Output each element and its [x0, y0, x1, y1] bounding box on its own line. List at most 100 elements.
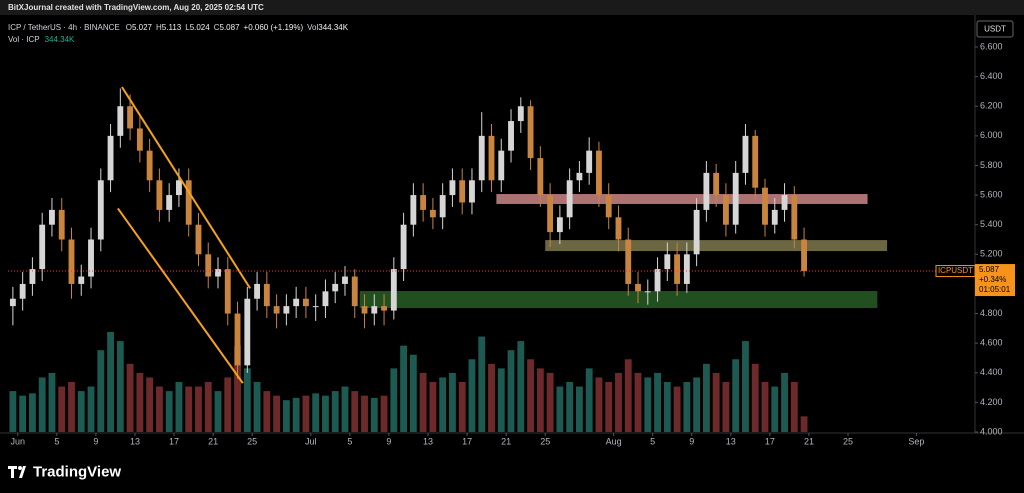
- y-tick-label: 4.600: [980, 338, 1003, 348]
- x-tick-label: 25: [247, 436, 257, 446]
- volume-bar: [585, 368, 593, 432]
- candle-body: [39, 224, 46, 270]
- candle-body: [117, 106, 124, 136]
- header: BitXJournal created with TradingView.com…: [8, 3, 264, 12]
- y-tick-label: 6.400: [980, 71, 1003, 81]
- y-tick-label: 5.200: [980, 249, 1003, 259]
- volume-bar: [654, 372, 661, 432]
- candle-body: [732, 172, 739, 225]
- volume-bar: [107, 332, 114, 432]
- legend-label: H: [156, 23, 162, 32]
- legend-value: 5.027: [132, 23, 153, 32]
- volume-bar: [693, 377, 701, 432]
- candle-body: [791, 195, 798, 240]
- volume-bar: [673, 386, 681, 432]
- candle-body: [517, 106, 524, 122]
- candle-body: [625, 239, 632, 284]
- currency-box[interactable]: [976, 20, 1014, 38]
- volume-bar: [38, 377, 46, 432]
- volume-bar: [575, 386, 583, 432]
- candle-body: [68, 239, 75, 284]
- y-tick-label: 6.000: [980, 130, 1003, 140]
- volume-legend: Vol · ICP 344.34K: [8, 35, 75, 44]
- volume-bar: [341, 386, 349, 432]
- volume-bar: [175, 382, 183, 432]
- x-tick-label: 17: [462, 436, 472, 446]
- x-tick-label: 25: [843, 436, 853, 446]
- volume-bar: [781, 372, 788, 432]
- candle-body: [654, 269, 661, 292]
- legend-change: +0.060 (+1.19%): [244, 23, 304, 32]
- volume-bar: [77, 391, 85, 432]
- x-tick-label: 17: [765, 436, 775, 446]
- x-tick-label: 9: [689, 436, 694, 446]
- volume-bar: [68, 382, 75, 432]
- volume-bar: [243, 368, 251, 432]
- candle-body: [195, 224, 202, 255]
- currency[interactable]: USDT: [984, 25, 1006, 34]
- volume-legend-label: Vol · ICP: [8, 35, 40, 44]
- candle-body: [459, 180, 466, 203]
- candle-body: [332, 283, 339, 292]
- trendline: [117, 207, 244, 384]
- volume-bar: [331, 391, 339, 432]
- header-bar: [0, 0, 1024, 15]
- volume-bar: [615, 372, 622, 432]
- volume-bar: [322, 395, 329, 432]
- candle-body: [312, 306, 319, 308]
- candle-body: [322, 291, 329, 307]
- y-tick-label: 6.200: [980, 101, 1003, 111]
- candle-body: [752, 135, 759, 188]
- candle-body: [254, 283, 261, 299]
- x-tick-label: Jun: [11, 436, 26, 446]
- volume-bar: [790, 382, 798, 432]
- volume-bar: [429, 382, 437, 432]
- candle-body: [644, 291, 651, 293]
- volume-bar: [195, 386, 202, 432]
- volume-bar: [302, 395, 310, 432]
- volume-bar: [644, 377, 652, 432]
- candle-body: [205, 254, 212, 277]
- candle-body: [381, 306, 387, 311]
- candle-body: [156, 180, 163, 210]
- volume-bar: [370, 397, 378, 432]
- volume-bar: [497, 368, 505, 432]
- zone: [496, 194, 868, 204]
- volume-bar: [536, 368, 544, 432]
- volume-bar: [234, 345, 241, 432]
- candle-body: [185, 180, 192, 225]
- candle-body: [58, 209, 65, 240]
- volume-bar: [351, 391, 359, 432]
- volume-bar: [214, 391, 222, 432]
- candle-body: [722, 195, 729, 225]
- candle-body: [664, 254, 671, 270]
- volume-bar: [507, 350, 515, 432]
- candle-body: [9, 298, 16, 307]
- candle-body: [215, 269, 221, 277]
- candle-body: [429, 209, 436, 218]
- volume-bar: [605, 382, 613, 432]
- volume-bar: [253, 382, 261, 432]
- volume-bar: [282, 400, 290, 432]
- candle-body: [351, 276, 358, 307]
- price-symbol: ICPUSDT: [938, 266, 973, 275]
- candle-body: [176, 180, 182, 196]
- candle-body: [693, 209, 700, 255]
- x-tick-label: 25: [540, 436, 550, 446]
- legend-volume: 344.34K: [318, 23, 348, 32]
- x-tick-label: 5: [347, 436, 352, 446]
- volume-bar: [771, 386, 779, 432]
- candle-body: [302, 298, 309, 307]
- legend-symbol: ICP / TetherUS · 4h · BINANCE: [8, 23, 120, 32]
- volume-bar: [312, 393, 320, 432]
- candle-body: [136, 128, 143, 151]
- volume-bar: [58, 386, 66, 432]
- candle-body: [596, 150, 602, 196]
- candle-body: [547, 195, 554, 233]
- trendline: [121, 86, 252, 289]
- candle-body: [449, 180, 456, 196]
- zone: [545, 240, 888, 252]
- legend-value: 5.024: [190, 23, 211, 32]
- candle-body: [400, 224, 407, 270]
